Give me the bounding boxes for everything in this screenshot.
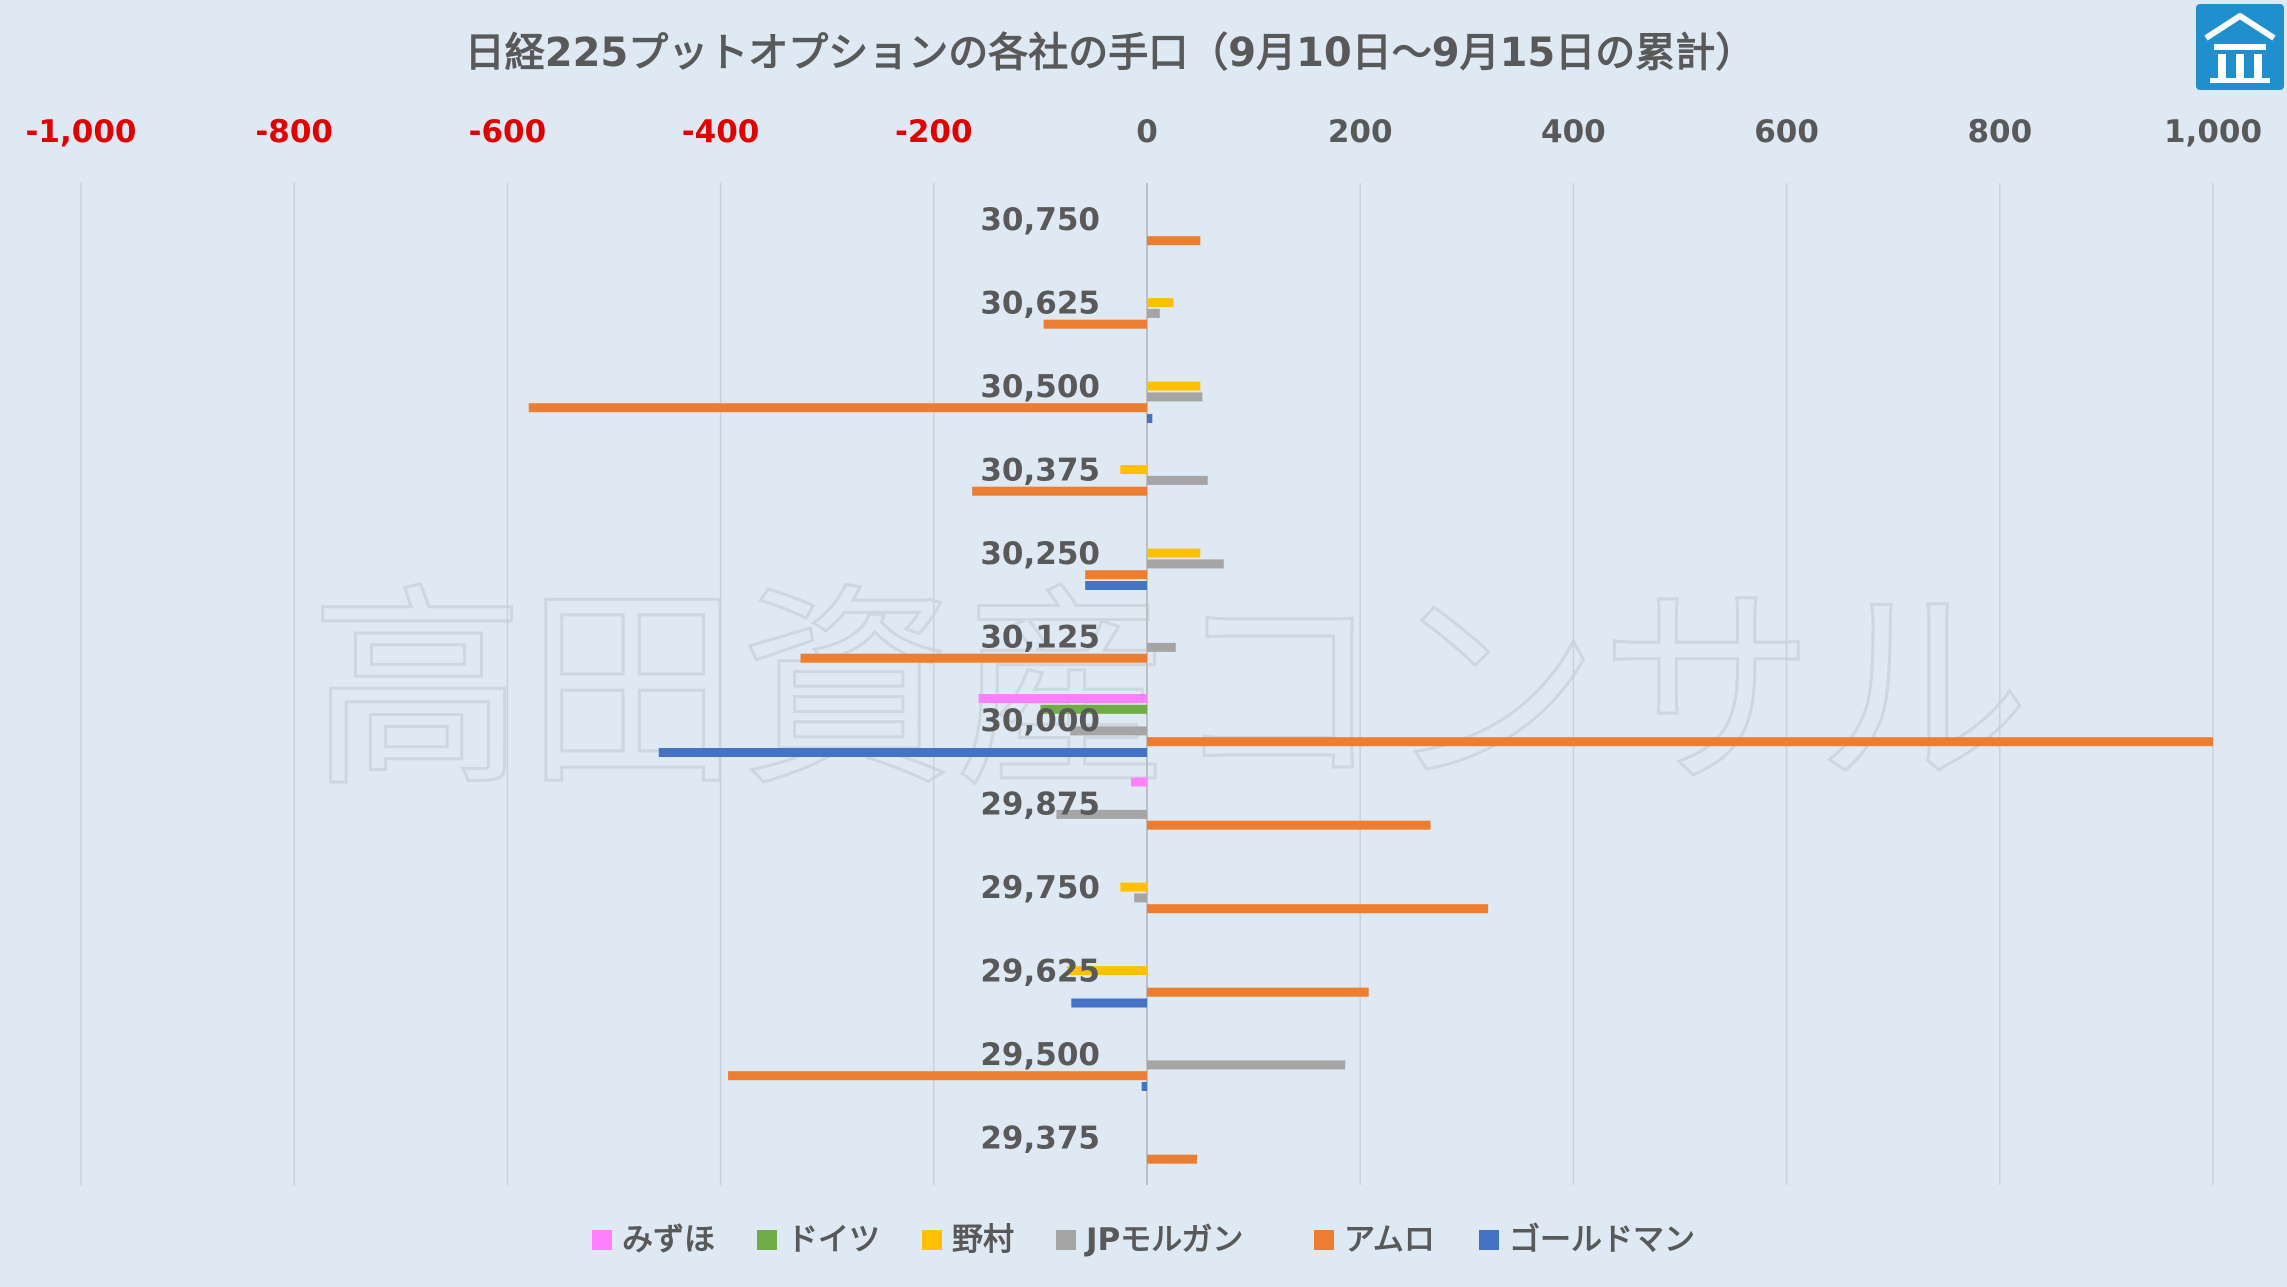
x-tick-label: -400: [682, 114, 760, 150]
bar: [1147, 308, 1160, 318]
x-tick-label: 400: [1541, 114, 1606, 150]
bar: [978, 694, 1147, 703]
category-label: 30,000: [980, 703, 1100, 739]
bar: [528, 403, 1147, 413]
watermark-text: 高田資産コンサル: [310, 565, 2030, 816]
bar: [1131, 777, 1147, 787]
bar: [1043, 319, 1147, 329]
category-label: 29,750: [980, 870, 1100, 906]
bar: [1147, 904, 1489, 914]
shrine-roof-icon: [2196, 4, 2284, 90]
category-labels: 30,750 30,625 30,500 30,375 30,250 30,125 30,0…: [980, 202, 1100, 1157]
bar: [1147, 475, 1208, 485]
bar: [1067, 966, 1147, 976]
bar: [1147, 559, 1224, 569]
x-tick-label: 200: [1328, 114, 1393, 150]
chart-title: 日経225プットオプションの各社の手口（9月10日～9月15日の累計）: [465, 30, 1756, 76]
x-tick-label: 600: [1754, 114, 1819, 150]
legend: みずほ ドイツ 野村 JPモルガン アムロ ゴールドマン: [592, 1222, 1695, 1258]
x-tick-label: 1,000: [2164, 114, 2262, 150]
bar: [728, 1071, 1147, 1081]
x-tick-label: -1,000: [26, 114, 137, 150]
legend-label: アムロ: [1344, 1222, 1435, 1258]
bar: [1147, 236, 1201, 246]
x-axis-ticks: -1,000 -800 -600 -400 -200 0 200 400 600 800 1,000: [26, 114, 2262, 150]
category-label: 30,125: [980, 620, 1100, 656]
category-label: 30,375: [980, 453, 1100, 489]
legend-swatch: [922, 1230, 942, 1250]
bar: [1134, 893, 1147, 903]
bar: [1120, 465, 1147, 475]
bar: [1147, 414, 1153, 423]
category-label: 30,500: [980, 369, 1100, 405]
bar: [1147, 987, 1369, 997]
bar: [1147, 1060, 1346, 1070]
bar: [1147, 820, 1431, 830]
x-tick-label: 800: [1967, 114, 2032, 150]
bar: [1147, 381, 1201, 391]
legend-swatch: [1056, 1230, 1076, 1250]
category-label: 29,875: [980, 787, 1100, 823]
legend-label: ゴールドマン: [1509, 1222, 1695, 1258]
bar: [1147, 1154, 1198, 1164]
category-label: 29,500: [980, 1037, 1100, 1073]
x-tick-label: -600: [469, 114, 547, 150]
category-label: 30,625: [980, 286, 1100, 322]
bar: [972, 486, 1147, 496]
bar: [1147, 298, 1174, 308]
bar: [1147, 392, 1203, 402]
category-label: 29,625: [980, 954, 1100, 990]
legend-label: JPモルガン: [1084, 1222, 1243, 1258]
bar: [658, 748, 1147, 757]
legend-swatch: [757, 1230, 777, 1250]
legend-swatch: [1479, 1230, 1499, 1250]
bar: [1147, 642, 1176, 652]
x-tick-label: -200: [895, 114, 973, 150]
category-label: 29,375: [980, 1121, 1100, 1157]
bar: [1040, 704, 1147, 714]
legend-label: みずほ: [622, 1222, 715, 1258]
bar: [1147, 737, 2213, 747]
x-tick-label: -800: [255, 114, 333, 150]
legend-swatch: [592, 1230, 612, 1250]
bars: [528, 236, 2213, 1164]
gridlines: [80, 183, 2214, 1185]
bar: [1141, 1082, 1147, 1091]
bar: [1085, 570, 1147, 580]
bar: [1085, 581, 1147, 590]
legend-label: 野村: [952, 1222, 1014, 1258]
bar: [1070, 726, 1147, 736]
category-label: 30,750: [980, 202, 1100, 238]
bar: [1071, 998, 1147, 1008]
legend-label: ドイツ: [787, 1222, 880, 1258]
bar: [1120, 882, 1147, 892]
category-label: 30,250: [980, 536, 1100, 572]
bar: [1056, 809, 1147, 819]
bar: [800, 653, 1147, 663]
legend-swatch: [1314, 1230, 1334, 1250]
x-tick-label: 0: [1136, 114, 1158, 150]
bar: [1147, 548, 1201, 558]
